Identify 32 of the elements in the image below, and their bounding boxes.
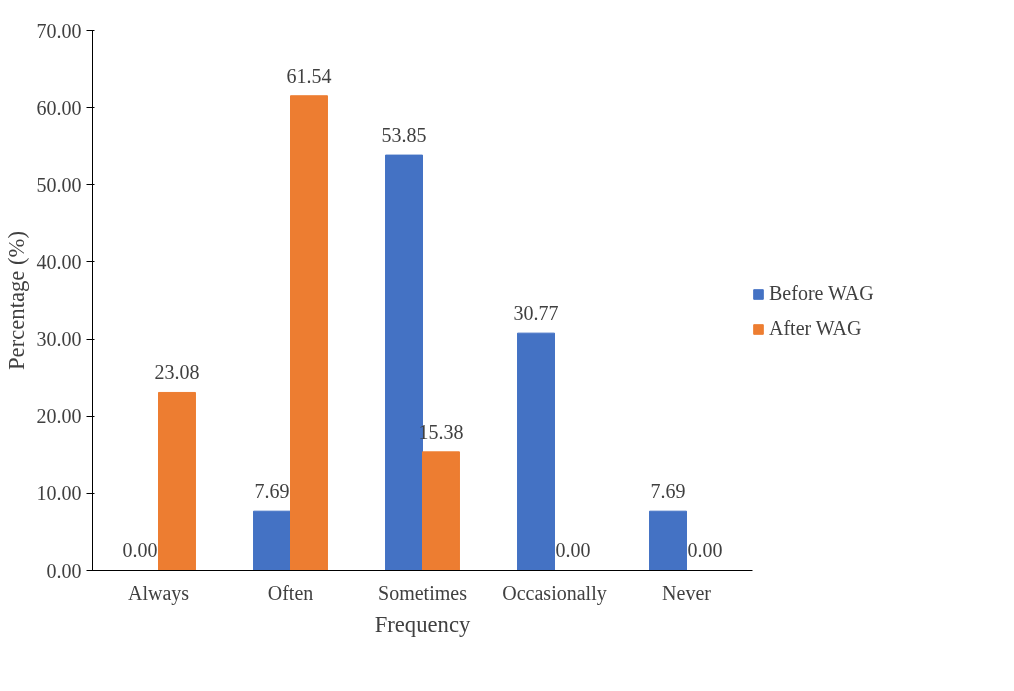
data-label: 0.00 [555, 539, 591, 562]
x-tick-label: Occasionally [502, 581, 607, 605]
data-label: 23.08 [154, 361, 200, 384]
legend-label: After WAG [769, 317, 862, 340]
data-label: 0.00 [687, 539, 723, 562]
bar [158, 391, 196, 571]
bar [253, 510, 291, 571]
data-label: 53.85 [381, 123, 427, 146]
x-tick-label: Never [662, 581, 712, 604]
y-tick-label: 30.00 [36, 328, 82, 351]
y-tick-label: 20.00 [36, 405, 82, 428]
x-tick-label: Always [127, 581, 190, 605]
legend-label: Before WAG [769, 282, 874, 305]
x-axis-title: Frequency [374, 611, 471, 637]
y-tick-label: 10.00 [36, 482, 82, 505]
y-tick-label: 40.00 [36, 250, 82, 273]
x-tick-label: Sometimes [378, 581, 468, 604]
y-tick-label: 0.00 [46, 559, 82, 582]
x-tick-label: Often [267, 581, 314, 604]
data-label: 7.69 [650, 479, 686, 502]
bar [290, 95, 328, 571]
bar [517, 332, 555, 571]
y-tick-label: 50.00 [36, 173, 82, 196]
y-axis-title: Percentage (%) [3, 230, 29, 370]
bar [649, 510, 687, 571]
data-label: 30.77 [513, 301, 559, 324]
bar [422, 451, 460, 571]
data-label: 0.00 [122, 539, 158, 562]
y-tick-label: 70.00 [36, 19, 82, 42]
data-label: 7.69 [254, 479, 290, 502]
y-tick-label: 60.00 [36, 96, 82, 119]
data-label: 61.54 [286, 64, 332, 87]
